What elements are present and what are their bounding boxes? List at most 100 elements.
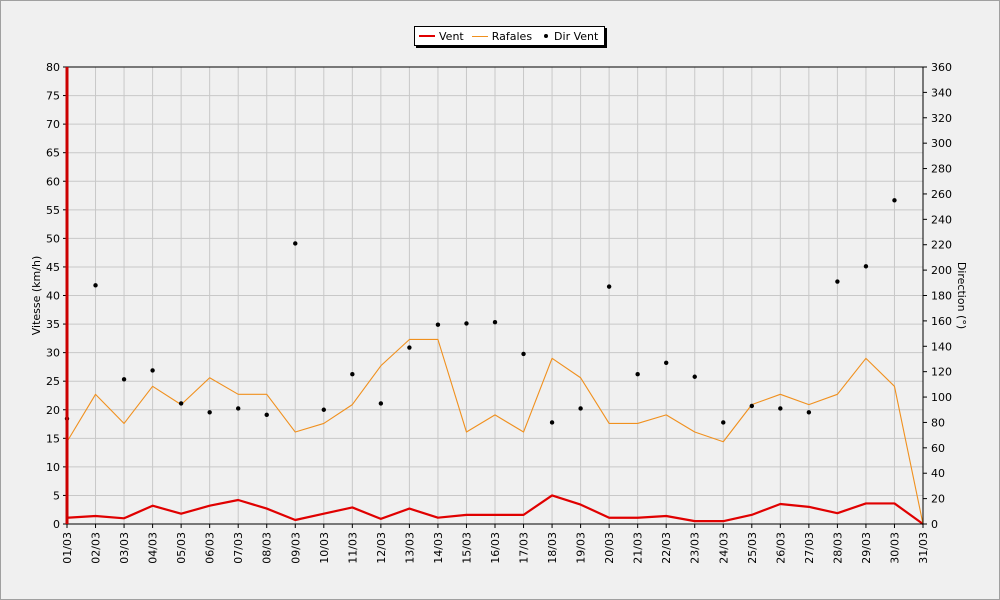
legend-item-rafales: Rafales	[471, 29, 533, 43]
x-tick-label: 11/03	[346, 532, 359, 564]
y-tick-label: 5	[53, 489, 60, 502]
x-tick-label: 06/03	[204, 532, 217, 564]
legend-item-dir-vent: Dir Vent	[540, 30, 598, 43]
y-tick-label: 40	[46, 290, 60, 303]
legend-swatch-dir-vent	[544, 34, 549, 38]
y-tick-label: 70	[46, 118, 60, 131]
x-tick-label: 05/03	[175, 532, 188, 564]
x-tick-label: 22/03	[660, 532, 673, 564]
point-dir-vent	[835, 279, 840, 284]
y2-tick-label: 80	[931, 416, 945, 429]
legend-label-dir-vent: Dir Vent	[554, 29, 599, 43]
point-dir-vent	[664, 360, 669, 365]
y-tick-label: 75	[46, 90, 60, 103]
point-dir-vent	[778, 406, 783, 411]
y2-tick-label: 220	[931, 239, 952, 252]
x-tick-label: 16/03	[489, 532, 502, 564]
x-tick-label: 10/03	[318, 532, 331, 564]
legend-item-vent: Vent	[419, 30, 464, 43]
y2-axis-title: Direction (°)	[955, 262, 968, 329]
y-tick-label: 55	[46, 204, 60, 217]
point-dir-vent	[492, 319, 498, 325]
legend-swatch-rafales	[471, 35, 488, 37]
point-dir-vent	[207, 410, 212, 415]
x-tick-label: 12/03	[375, 532, 388, 564]
series-line-vent	[66, 494, 924, 525]
point-dir-vent	[150, 368, 155, 373]
point-dir-vent	[236, 406, 241, 411]
point-dir-vent	[93, 283, 98, 288]
point-dir-vent	[549, 420, 555, 425]
x-tick-label: 18/03	[546, 532, 559, 564]
series-line-rafales	[66, 338, 924, 525]
y2-tick-label: 320	[931, 112, 952, 125]
point-dir-vent	[178, 401, 184, 406]
x-tick-label: 29/03	[860, 532, 873, 564]
x-tick-label: 20/03	[603, 532, 616, 564]
point-dir-vent	[264, 412, 269, 418]
point-dir-vent	[863, 264, 869, 269]
x-tick-label: 15/03	[460, 532, 473, 564]
x-tick-label: 23/03	[689, 532, 702, 564]
series-layer	[64, 198, 924, 525]
point-dir-vent	[749, 403, 754, 409]
x-tick-label: 03/03	[118, 532, 131, 564]
y2-tick-label: 240	[931, 213, 952, 226]
point-dir-vent	[806, 410, 812, 415]
y-tick-label: 60	[46, 175, 60, 188]
y-tick-label: 30	[46, 347, 60, 360]
point-dir-vent	[721, 420, 726, 425]
x-tick-label: 09/03	[289, 532, 302, 564]
grid-lines	[66, 66, 924, 525]
x-tick-label: 21/03	[632, 532, 645, 564]
x-tick-label: 02/03	[90, 532, 103, 564]
x-tick-label: 13/03	[403, 532, 416, 564]
y-axis-title: Vitesse (km/h)	[30, 256, 43, 336]
x-tick-label: 07/03	[232, 532, 245, 564]
point-dir-vent	[378, 401, 384, 406]
y2-tick-label: 200	[931, 264, 952, 277]
y-tick-label: 20	[46, 404, 60, 417]
point-dir-vent	[407, 345, 412, 350]
y2-tick-label: 360	[931, 61, 952, 74]
x-tick-label: 19/03	[575, 532, 588, 564]
x-tick-label: 26/03	[774, 532, 787, 564]
y2-tick-label: 0	[931, 518, 938, 531]
legend-label-rafales: Rafales	[491, 29, 533, 43]
y-tick-label: 15	[46, 432, 60, 445]
y-tick-label: 45	[46, 261, 60, 274]
y2-tick-label: 160	[931, 315, 952, 328]
y2-tick-label: 100	[931, 391, 952, 404]
x-tick-label: 24/03	[717, 532, 730, 564]
y-tick-label: 10	[46, 461, 60, 474]
y2-tick-label: 280	[931, 163, 952, 176]
x-tick-label: 14/03	[432, 532, 445, 564]
legend-swatch-vent	[419, 35, 435, 37]
y2-tick-label: 120	[931, 366, 952, 379]
point-dir-vent	[606, 284, 612, 289]
x-tick-label: 04/03	[147, 532, 160, 564]
chart-legend: Vent Rafales Dir Vent	[414, 26, 606, 46]
y-tick-label: 25	[46, 375, 60, 388]
point-dir-vent	[435, 322, 441, 327]
point-dir-vent	[121, 377, 127, 382]
y-tick-label: 80	[46, 61, 60, 74]
point-dir-vent	[350, 372, 355, 377]
point-dir-vent	[692, 374, 697, 379]
x-tick-label: 28/03	[831, 532, 844, 564]
x-tick-label: 08/03	[261, 532, 274, 564]
x-tick-label: 27/03	[803, 532, 816, 564]
y2-tick-label: 40	[931, 467, 945, 480]
x-tick-label: 30/03	[888, 532, 901, 564]
legend-label-vent: Vent	[439, 29, 464, 43]
y2-tick-label: 260	[931, 188, 952, 201]
x-tick-label: 31/03	[917, 532, 930, 564]
x-tick-label: 01/03	[61, 532, 74, 564]
point-dir-vent	[521, 351, 526, 357]
y2-tick-label: 140	[931, 340, 952, 353]
point-dir-vent	[293, 241, 298, 246]
y2-tick-label: 20	[931, 493, 945, 506]
point-dir-vent	[892, 198, 897, 203]
x-tick-label: 17/03	[518, 532, 531, 564]
